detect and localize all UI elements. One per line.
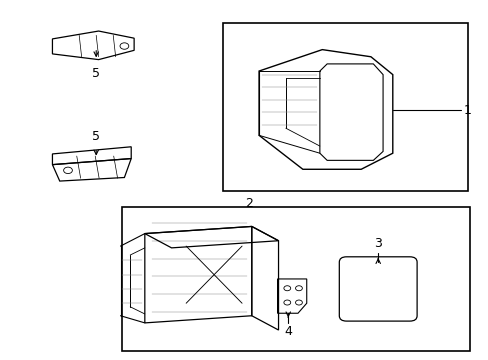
Text: 4: 4	[284, 325, 292, 338]
Text: 3: 3	[373, 237, 381, 249]
Text: 5: 5	[92, 130, 100, 143]
Text: 5: 5	[92, 67, 100, 81]
Bar	[222, 23, 467, 191]
Text: 2: 2	[245, 197, 253, 210]
Bar	[122, 207, 468, 351]
Text: 1: 1	[462, 104, 470, 117]
